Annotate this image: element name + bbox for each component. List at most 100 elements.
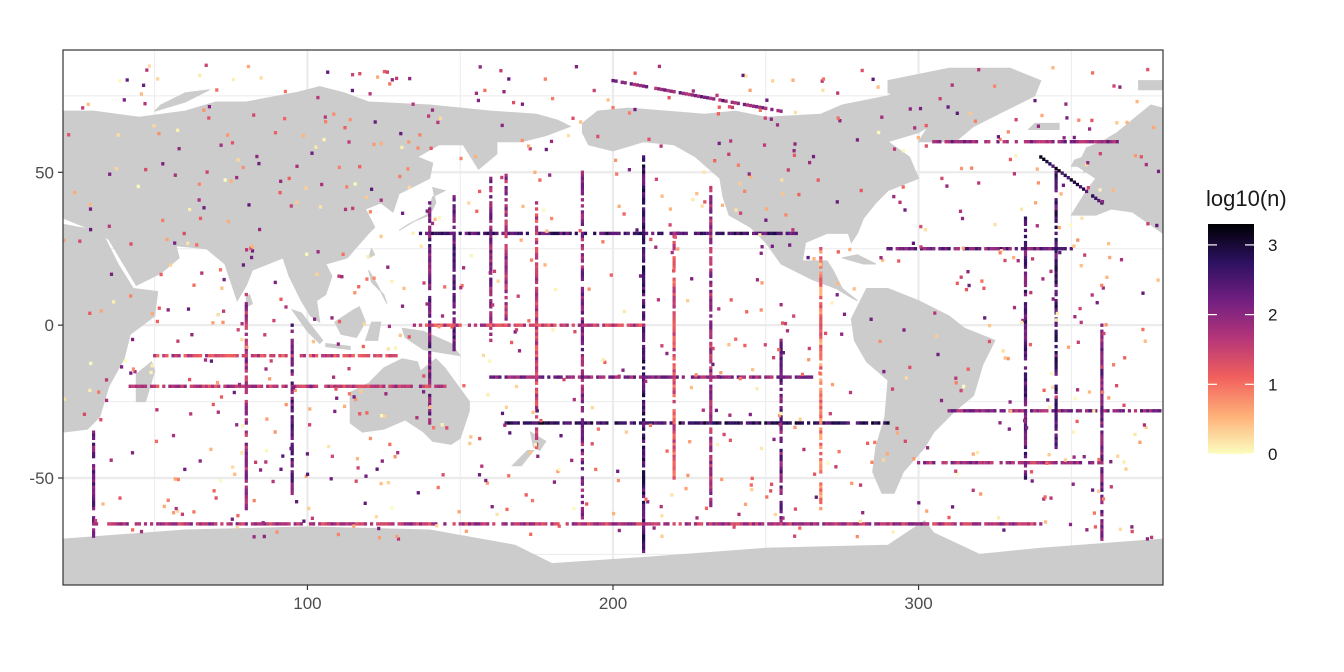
observation-cell [1097,457,1101,462]
observation-cell [1023,314,1028,318]
observation-cell [198,522,203,526]
observation-cell [535,393,539,398]
observation-cell [1080,216,1084,220]
observation-cell [357,522,361,526]
observation-cell [301,134,305,138]
observation-cell [741,73,745,78]
observation-cell [642,390,646,395]
observation-cell [999,247,1003,251]
observation-cell [642,409,646,413]
observation-cell [612,511,616,516]
observation-cell [382,522,386,526]
observation-cell [499,69,503,73]
observation-cell [532,375,536,379]
observation-cell [207,116,211,120]
observation-cell [1054,188,1058,193]
observation-cell [709,274,713,278]
observation-cell [797,421,801,425]
observation-cell [718,522,722,526]
observation-cell [580,231,584,236]
observation-cell [278,522,282,526]
observation-cell [951,505,955,509]
observation-cell [1023,415,1028,419]
observation-cell [800,522,804,526]
survey-track [932,140,1119,144]
observation-cell [376,354,380,358]
observation-cell [638,83,643,88]
observation-cell [907,522,911,526]
observation-cell [1066,345,1071,349]
observation-cell [244,476,248,480]
observation-cell [283,116,287,121]
observation-cell [428,326,432,330]
observation-cell [770,244,774,248]
observation-cell [941,461,945,465]
observation-cell [1048,162,1052,166]
observation-cell [779,303,783,307]
observation-cell [990,247,994,251]
observation-cell [993,247,997,251]
observation-cell [240,337,244,342]
observation-cell [1003,356,1007,360]
observation-cell [428,305,432,309]
observation-cell [813,522,817,526]
observation-cell [1109,485,1113,489]
observation-cell [458,522,462,526]
observation-cell [580,323,584,327]
observation-cell [547,421,551,425]
observation-cell [1060,461,1064,465]
observation-cell [535,329,539,333]
observation-cell [585,502,589,506]
observation-cell [231,465,235,469]
observation-cell [101,502,105,506]
observation-cell [793,142,797,146]
observation-cell [290,464,294,468]
observation-cell [752,421,756,425]
observation-cell [895,426,899,431]
observation-cell [452,225,456,229]
observation-cell [602,231,606,236]
observation-cell [162,384,166,388]
observation-cell [545,229,549,233]
observation-cell [1033,98,1037,103]
observation-cell [372,142,376,147]
observation-cell [672,295,676,300]
observation-cell [162,522,166,526]
observation-cell [709,302,713,306]
observation-cell [580,360,584,364]
observation-cell [978,247,982,251]
observation-cell [709,445,713,450]
observation-cell [730,231,734,236]
observation-cell [327,522,331,526]
observation-cell [159,272,163,277]
observation-cell [412,323,416,327]
observation-cell [195,243,199,247]
observation-cell [316,95,320,100]
borneo-landmass [334,306,367,338]
observation-cell [1100,360,1104,364]
observation-cell [150,522,154,526]
observation-cell [748,412,752,417]
observation-cell [892,147,897,151]
observation-cell [418,133,422,137]
observation-cell [580,513,584,517]
observation-cell [642,84,646,88]
observation-cell [645,421,649,425]
observation-cell [535,286,539,291]
observation-cell [258,227,262,232]
observation-cell [819,497,823,502]
observation-cell [318,205,323,209]
observation-cell [611,231,615,236]
observation-cell [250,255,254,260]
observation-cell [387,324,391,329]
observation-cell [769,489,773,493]
observation-cell [428,271,432,275]
observation-cell [507,375,511,379]
observation-cell [577,522,581,526]
observation-cell [779,448,783,453]
observation-cell [116,522,120,526]
observation-cell [709,399,713,404]
observation-cell [978,409,982,413]
observation-cell [1100,509,1104,514]
observation-cell [535,445,539,450]
